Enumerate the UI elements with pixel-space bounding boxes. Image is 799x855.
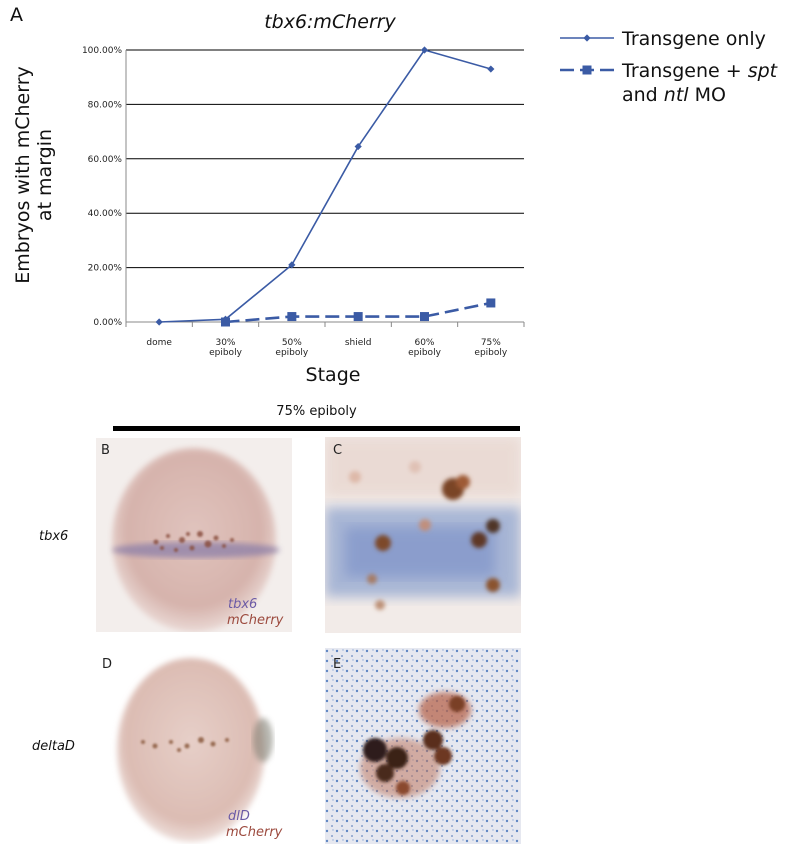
data-point-series-2 [287, 312, 297, 322]
legend-marker-2 [582, 65, 592, 75]
series-line-1 [159, 49, 492, 323]
panel-b-probe-label: tbx6 [228, 597, 258, 612]
data-point-series-1 [487, 65, 495, 73]
panel-b-letter: B [101, 443, 110, 458]
data-point-series-1 [354, 142, 362, 151]
y-tick-label: 60.00% [88, 155, 123, 165]
panel-c-letter: C [333, 443, 343, 458]
line-chart: 0.00% 20.00% 40.00% 60.00% 80.00% 100.00% dome… [12, 11, 779, 386]
data-point-series-2 [420, 312, 429, 322]
panel-d-probe-label: dlD [228, 809, 250, 824]
x-axis-label: Stage [306, 364, 361, 386]
panel-d-reporter-label: mCherry [226, 825, 283, 840]
y-tick-label: 80.00% [88, 100, 123, 110]
x-tick-label: epiboly [474, 348, 507, 358]
x-tick-label: 50% [282, 338, 302, 348]
y-tick-label: 40.00% [88, 209, 123, 219]
closeup-photo-e [325, 648, 521, 844]
panel-b-reporter-label: mCherry [227, 613, 284, 628]
panel-e-letter: E [333, 657, 342, 672]
legend-entry-2: Transgene + spt [621, 60, 779, 82]
stage-bar [113, 426, 520, 431]
y-tick-label: 100.00% [82, 46, 122, 56]
data-point-series-1 [155, 318, 163, 326]
embryo-photo-d [95, 650, 291, 844]
x-tick-label: 30% [215, 338, 235, 348]
y-tick-label: 20.00% [88, 264, 123, 274]
legend-marker-1 [583, 34, 591, 42]
data-point-series-2 [486, 298, 496, 308]
row2-gene-label: deltaD [32, 739, 75, 754]
row1-gene-label: tbx6 [39, 529, 69, 544]
legend-entry-2: and ntl MO [622, 84, 726, 106]
closeup-photo-c [325, 437, 521, 633]
y-axis-label: Embryos with mCherry [12, 66, 34, 284]
x-tick-label: epiboly [275, 348, 308, 358]
embryo-photo-b [96, 438, 292, 632]
data-point-series-2 [353, 312, 363, 322]
panel-a-letter: A [10, 4, 23, 26]
x-tick-label: 60% [414, 338, 434, 348]
x-tick-label: epiboly [408, 348, 441, 358]
panel-b-stain-labels: tbx6 mCherry [227, 597, 283, 629]
chart-title: tbx6:mCherry [264, 11, 396, 33]
x-tick-label: dome [146, 338, 172, 348]
data-point-series-1 [420, 46, 429, 54]
stage-banner: 75% epiboly [276, 404, 357, 419]
y-axis-label: at margin [34, 129, 56, 221]
panel-d-letter: D [102, 657, 113, 672]
panel-d-stain-labels: dlD mCherry [226, 809, 282, 841]
x-tick-label: 75% [481, 338, 501, 348]
data-point-series-1 [288, 261, 296, 269]
x-tick-label: shield [345, 338, 372, 348]
y-tick-label: 0.00% [93, 318, 122, 328]
data-point-series-2 [221, 317, 230, 327]
x-tick-label: epiboly [209, 348, 242, 358]
legend-entry-1: Transgene only [621, 28, 766, 50]
